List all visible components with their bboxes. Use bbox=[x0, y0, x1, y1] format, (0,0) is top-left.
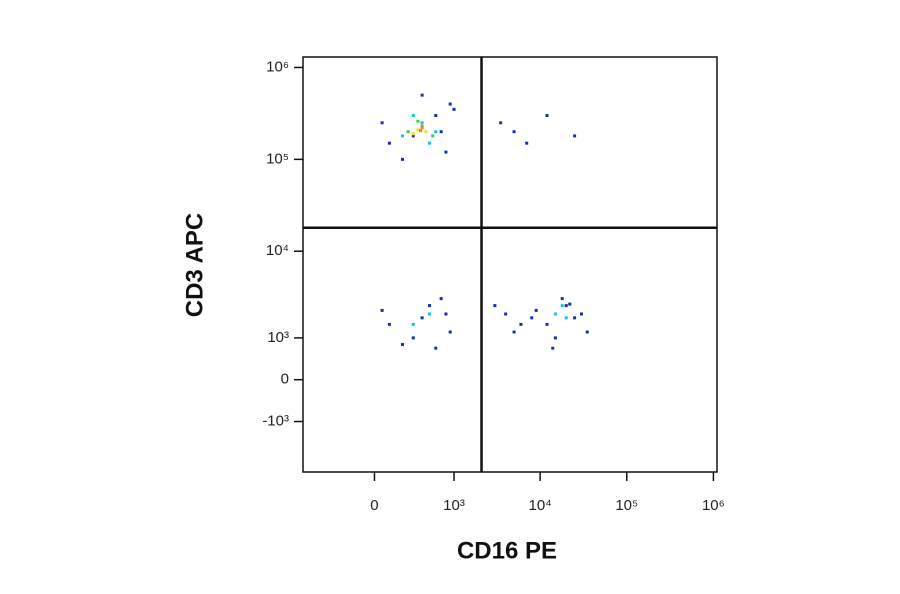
data-point bbox=[420, 93, 424, 97]
data-point bbox=[416, 119, 420, 123]
x-tick-label: 10⁶ bbox=[702, 497, 725, 514]
x-tick-label: 10⁵ bbox=[615, 497, 638, 514]
data-point bbox=[573, 316, 577, 320]
data-point bbox=[512, 330, 516, 334]
data-point bbox=[431, 134, 435, 138]
data-point bbox=[401, 134, 405, 138]
data-point bbox=[387, 141, 391, 145]
x-tick-label: 0 bbox=[370, 497, 378, 514]
y-tick-label: -10³ bbox=[262, 412, 289, 429]
data-point bbox=[545, 322, 549, 326]
data-point bbox=[411, 336, 415, 340]
data-point bbox=[420, 121, 424, 125]
data-point bbox=[427, 312, 431, 316]
data-point bbox=[493, 304, 497, 308]
data-point bbox=[411, 132, 415, 136]
data-point bbox=[420, 316, 424, 320]
y-tick-label: 10³ bbox=[267, 329, 289, 346]
data-point bbox=[418, 129, 422, 133]
data-point bbox=[553, 312, 557, 316]
data-point bbox=[401, 157, 405, 161]
data-point bbox=[427, 304, 431, 308]
data-point bbox=[406, 130, 410, 134]
x-axis-title: CD16 PE bbox=[457, 537, 557, 564]
data-point bbox=[420, 126, 424, 130]
data-point bbox=[439, 130, 443, 134]
data-point bbox=[444, 312, 448, 316]
x-tick-label: 10³ bbox=[443, 497, 465, 514]
data-point bbox=[434, 130, 438, 134]
data-point bbox=[499, 121, 503, 125]
y-tick-label: 10⁶ bbox=[266, 58, 289, 75]
data-point bbox=[452, 107, 456, 111]
data-point bbox=[512, 130, 516, 134]
data-point bbox=[439, 297, 443, 301]
data-point bbox=[387, 322, 391, 326]
x-tick-label: 10⁴ bbox=[529, 497, 552, 514]
data-point bbox=[411, 114, 415, 118]
data-point bbox=[401, 343, 405, 347]
data-point bbox=[534, 308, 538, 312]
data-point bbox=[380, 308, 384, 312]
data-point bbox=[579, 312, 583, 316]
data-point bbox=[448, 330, 452, 334]
data-point bbox=[573, 134, 577, 138]
data-point bbox=[560, 304, 564, 308]
y-tick-label: 0 bbox=[281, 371, 289, 388]
data-point bbox=[420, 124, 424, 128]
data-point bbox=[564, 316, 568, 320]
data-point bbox=[519, 322, 523, 326]
data-point bbox=[545, 114, 549, 118]
data-point bbox=[551, 346, 555, 350]
data-point bbox=[380, 121, 384, 125]
data-point bbox=[444, 150, 448, 154]
data-point bbox=[560, 297, 564, 301]
plot-frame bbox=[302, 56, 718, 473]
data-point bbox=[424, 130, 428, 134]
data-point bbox=[553, 336, 557, 340]
data-point bbox=[564, 304, 568, 308]
data-point bbox=[530, 316, 534, 320]
data-point bbox=[504, 312, 508, 316]
data-point bbox=[434, 346, 438, 350]
data-point bbox=[568, 302, 572, 306]
data-point bbox=[525, 141, 529, 145]
data-point bbox=[411, 134, 415, 138]
y-axis-title: CD3 APC bbox=[181, 213, 208, 317]
data-point bbox=[427, 141, 431, 145]
data-point bbox=[411, 322, 415, 326]
data-point bbox=[448, 102, 452, 106]
data-point bbox=[585, 330, 589, 334]
y-tick-label: 10⁴ bbox=[266, 242, 289, 259]
data-point bbox=[434, 114, 438, 118]
y-tick-label: 10⁵ bbox=[266, 150, 289, 167]
data-point bbox=[416, 128, 420, 132]
